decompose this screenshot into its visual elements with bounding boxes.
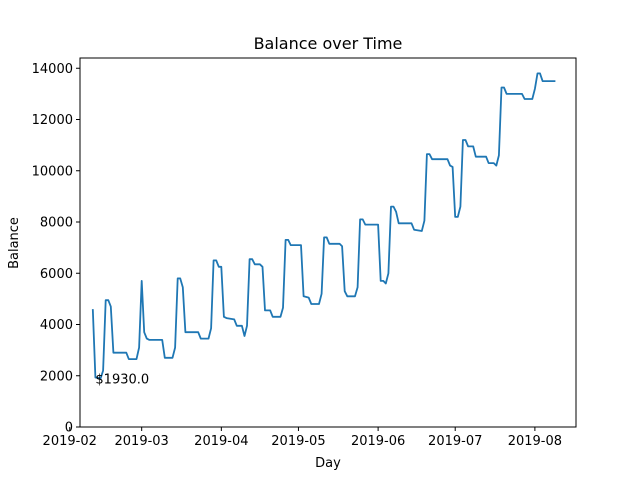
- x-tick-label: 2019-04: [194, 434, 248, 449]
- x-axis-ticks: 2019-02 2019-03 2019-04 2019-05 2019-06 2019-…: [43, 427, 562, 449]
- x-tick-label: 2019-02: [43, 434, 97, 449]
- y-tick-label: 0: [65, 421, 73, 436]
- x-tick-label: 2019-08: [508, 434, 562, 449]
- plot-frame: [79, 57, 577, 428]
- min-balance-annotation: $1930.0: [95, 373, 149, 388]
- x-tick-label: 2019-03: [115, 434, 169, 449]
- y-axis-ticks: 0 2000 4000 6000 8000 10000 12000 14000: [32, 62, 80, 436]
- chart-title: Balance over Time: [254, 34, 403, 53]
- y-axis-label: Balance: [7, 217, 22, 269]
- y-tick-label: 10000: [32, 164, 73, 179]
- x-tick-label: 2019-05: [271, 434, 325, 449]
- x-tick-label: 2019-07: [428, 434, 482, 449]
- y-tick-label: 12000: [32, 113, 73, 128]
- series-line: [91, 72, 556, 380]
- series-layer: [91, 72, 556, 380]
- x-tick-label: 2019-06: [351, 434, 405, 449]
- y-tick-label: 4000: [40, 318, 73, 333]
- y-tick-label: 14000: [32, 62, 73, 77]
- y-tick-label: 6000: [40, 267, 73, 282]
- y-tick-label: 8000: [40, 216, 73, 231]
- y-tick-label: 2000: [40, 369, 73, 384]
- x-axis-label: Day: [315, 456, 341, 471]
